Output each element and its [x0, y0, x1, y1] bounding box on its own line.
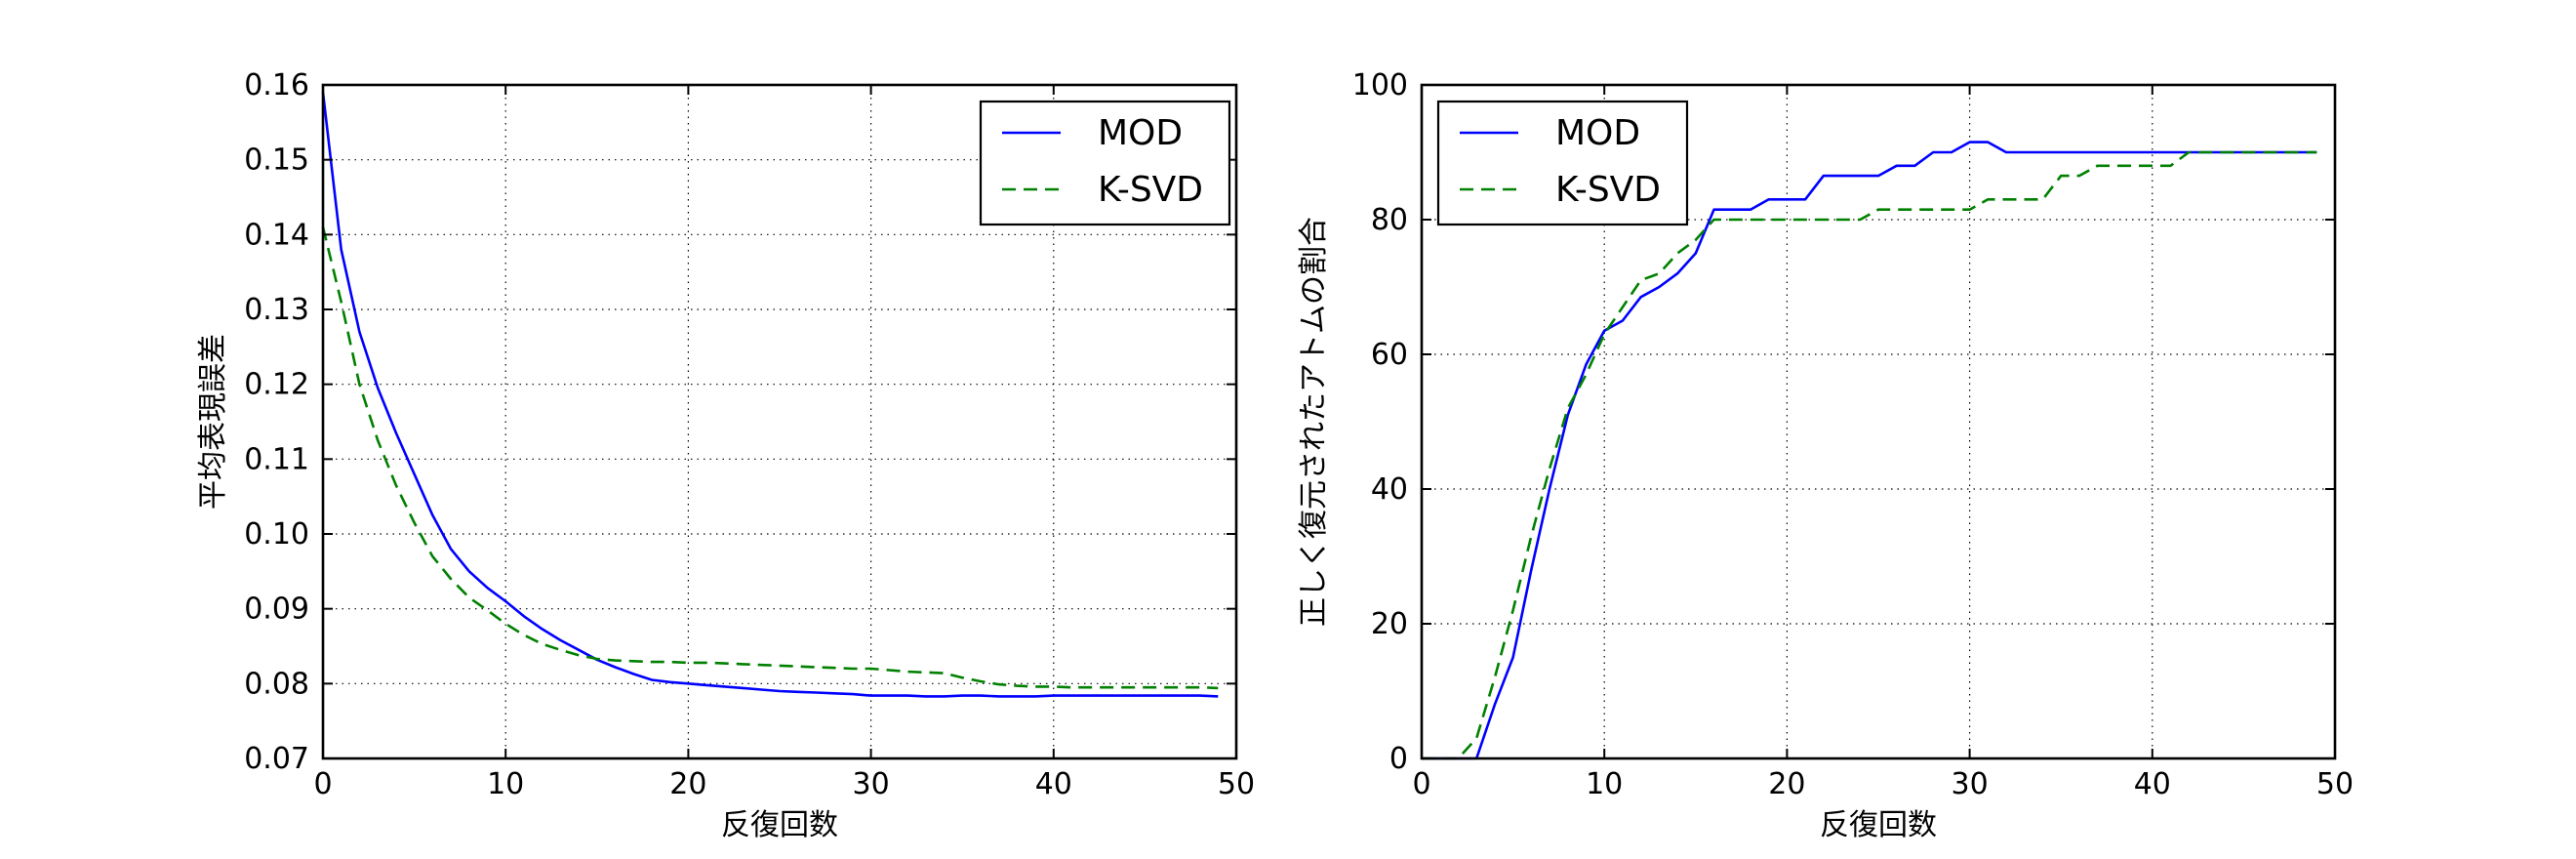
y-tick-label: 20: [1371, 607, 1408, 641]
series-line-k-svd: [321, 226, 1219, 690]
x-tick-label: 50: [1218, 767, 1255, 801]
legend-label: MOD: [1098, 113, 1183, 153]
plot-frame: [321, 83, 1238, 760]
series-line-mod: [321, 92, 1219, 698]
x-tick-label: 0: [313, 767, 332, 801]
x-tick-label: 10: [487, 767, 524, 801]
y-tick-label: 0.13: [244, 293, 309, 327]
y-tick-label: 40: [1371, 472, 1408, 507]
x-tick-label: 30: [1952, 767, 1989, 801]
chart-recovered-atom-ratio: 0 10 20 30 40 50 0 20 40 60 80 100 反復回数 正しく復元されたアトムの割…: [1297, 68, 2354, 842]
y-tick-label: 0.15: [244, 143, 309, 178]
legend-box: [1436, 100, 1689, 226]
legend-label: K-SVD: [1098, 170, 1203, 210]
y-tick-label: 0.11: [244, 442, 309, 476]
x-tick-label: 20: [669, 767, 706, 801]
x-tick-label: 10: [1586, 767, 1623, 801]
y-tick-label: 0.10: [244, 517, 309, 552]
y-axis-label: 平均表現誤差: [196, 334, 230, 510]
plot-frame: [1420, 83, 2337, 760]
chart-average-representation-error: 0 10 20 30 40 50 0.07 0.08 0.09 0.10 0.11 0.12 0.13 0…: [196, 68, 1255, 842]
x-tick-label: 40: [1035, 767, 1072, 801]
y-tick-label: 100: [1352, 68, 1408, 102]
y-axis-label: 正しく復元されたアトムの割合: [1297, 217, 1331, 627]
x-tick-label: 40: [2134, 767, 2171, 801]
y-tick-label: 80: [1371, 203, 1408, 237]
y-tick-label: 0.16: [244, 68, 309, 102]
series-line-mod: [1422, 141, 2317, 760]
legend-box: [979, 100, 1231, 226]
x-tick-label: 0: [1412, 767, 1430, 801]
y-tick-label: 0.09: [244, 593, 309, 627]
y-tick-label: 0: [1389, 742, 1408, 776]
series-line-k-svd: [1422, 150, 2317, 760]
x-tick-label: 30: [853, 767, 890, 801]
x-axis-label: 反復回数: [721, 808, 838, 842]
y-tick-label: 0.14: [244, 218, 309, 252]
legend: MOD K-SVD: [979, 100, 1231, 226]
legend: MOD K-SVD: [1436, 100, 1689, 226]
y-tick-label: 0.07: [244, 742, 309, 776]
x-axis-label: 反復回数: [1820, 808, 1937, 842]
legend-label: K-SVD: [1555, 170, 1661, 210]
y-tick-label: 0.08: [244, 667, 309, 701]
grid: [323, 85, 1236, 758]
x-tick-label: 20: [1768, 767, 1805, 801]
y-tick-label: 60: [1371, 338, 1408, 372]
y-tick-label: 0.12: [244, 368, 309, 402]
legend-label: MOD: [1555, 113, 1640, 153]
x-tick-label: 50: [2316, 767, 2354, 801]
